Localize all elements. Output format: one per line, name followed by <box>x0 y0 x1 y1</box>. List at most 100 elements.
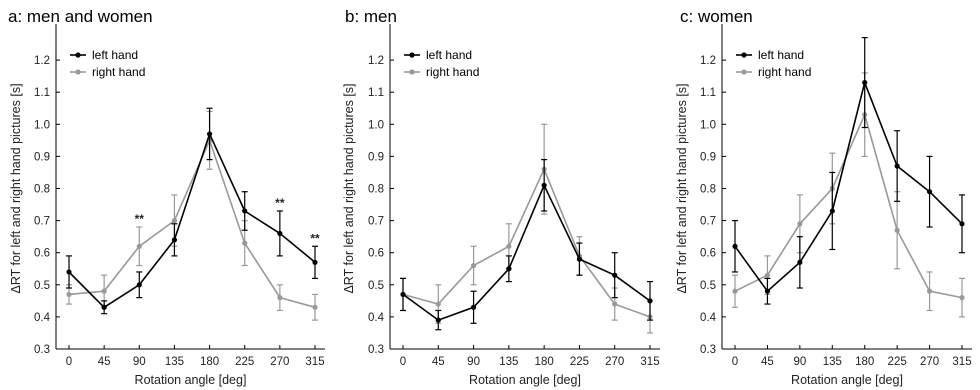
panel-title: c: women <box>680 7 753 26</box>
legend-swatch-marker <box>741 52 747 58</box>
y-tick-label: 0.5 <box>700 280 716 292</box>
x-tick-label: 135 <box>823 356 842 368</box>
y-tick-label: 1.1 <box>700 87 716 99</box>
data-point <box>242 240 248 246</box>
data-point <box>764 288 771 294</box>
data-point <box>136 243 142 249</box>
panel-title: a: men and women <box>8 7 153 26</box>
series-line-left-hand <box>734 79 963 293</box>
y-tick-label: 1.0 <box>700 119 716 131</box>
legend-label: right hand <box>92 65 145 79</box>
x-tick-label: 270 <box>270 356 289 368</box>
x-tick-label: 180 <box>200 356 219 368</box>
panel-b: b: men 0.3 0.4 0.5 0.6 0.7 0.8 0.9 1.0 1.1 1.2 0 45 9… <box>342 7 660 387</box>
data-point <box>312 304 318 310</box>
data-point <box>242 208 248 214</box>
data-point <box>764 272 771 278</box>
y-tick-label: 1.0 <box>34 119 50 131</box>
y-tick-label: 0.8 <box>34 184 50 196</box>
data-point <box>541 182 547 188</box>
data-point <box>171 237 178 243</box>
significance-marker: ** <box>275 196 285 210</box>
legend-label: left hand <box>426 48 472 62</box>
y-tick-label: 0.3 <box>368 344 384 356</box>
y-axis-label: ΔRT for left and right hand pictures [s] <box>9 83 23 293</box>
x-tick-label: 0 <box>66 356 72 368</box>
data-point <box>732 288 738 294</box>
x-tick-label: 90 <box>467 356 480 368</box>
y-tick-label: 0.4 <box>700 312 717 324</box>
data-point <box>66 269 72 275</box>
x-tick-label: 315 <box>640 356 659 368</box>
y-axis-label: ΔRT for left and right hand pictures [s] <box>675 83 689 293</box>
y-tick-label: 1.2 <box>34 55 50 67</box>
y-tick-label: 0.6 <box>700 248 716 260</box>
legend-swatch-marker <box>75 69 81 75</box>
legend-label: right hand <box>426 65 479 79</box>
data-point <box>171 218 178 224</box>
y-tick-label: 0.9 <box>34 151 50 163</box>
panel-a: a: men and women 0.3 0.4 0.5 0.6 0.7 0.8 0.9 1.0… <box>8 7 325 387</box>
data-point <box>101 304 107 310</box>
data-point <box>797 221 803 227</box>
y-tick-label: 0.3 <box>34 344 50 356</box>
x-tick-label: 270 <box>920 356 939 368</box>
y-tick-label: 0.4 <box>34 312 51 324</box>
series-line-left-hand <box>68 131 316 309</box>
x-tick-label: 270 <box>605 356 624 368</box>
y-tick-label: 1.2 <box>700 55 716 67</box>
data-point <box>894 227 900 233</box>
x-tick-label: 0 <box>732 356 738 368</box>
y-tick-label: 0.5 <box>368 280 384 292</box>
data-point <box>506 243 512 249</box>
y-axis-label: ΔRT for left and right hand pictures [s] <box>342 83 356 293</box>
legend-swatch-marker <box>741 69 747 75</box>
y-tick-label: 0.7 <box>368 216 384 228</box>
x-tick-label: 135 <box>499 356 518 368</box>
x-tick-label: 315 <box>952 356 971 368</box>
data-point <box>612 301 618 307</box>
data-point <box>647 298 653 304</box>
y-tick-label: 1.1 <box>34 87 50 99</box>
x-tick-label: 225 <box>570 356 589 368</box>
y-tick-label: 0.6 <box>368 248 384 260</box>
y-tick-label: 0.9 <box>700 151 716 163</box>
series-line-right-hand <box>734 112 963 299</box>
y-tick-label: 0.4 <box>368 312 385 324</box>
x-axis-label: Rotation angle [deg] <box>791 373 903 387</box>
data-point <box>829 208 835 214</box>
data-point <box>66 291 72 298</box>
y-tick-label: 1.0 <box>368 119 384 131</box>
data-point <box>277 230 283 237</box>
data-point <box>862 79 868 86</box>
significance-marker: ** <box>135 212 145 226</box>
y-tick-label: 0.3 <box>700 344 716 356</box>
data-point <box>277 295 283 301</box>
data-point <box>576 256 583 262</box>
series-line-right-hand <box>402 167 651 318</box>
x-tick-label: 225 <box>888 356 907 368</box>
data-point <box>101 288 107 294</box>
data-point <box>959 295 965 301</box>
data-point <box>470 304 477 310</box>
y-tick-label: 0.7 <box>34 216 50 228</box>
data-point <box>435 317 441 323</box>
x-tick-label: 45 <box>761 356 774 368</box>
panel-title: b: men <box>345 7 397 26</box>
data-point <box>959 221 965 227</box>
legend-label: right hand <box>758 65 811 79</box>
legend-label: left hand <box>758 48 804 62</box>
series-line-right-hand <box>68 138 316 309</box>
x-tick-label: 0 <box>400 356 406 368</box>
data-point <box>470 262 477 269</box>
x-tick-label: 45 <box>98 356 111 368</box>
x-tick-label: 225 <box>235 356 254 368</box>
data-point <box>797 259 803 265</box>
y-tick-label: 0.6 <box>34 248 50 260</box>
x-tick-label: 315 <box>305 356 324 368</box>
legend-swatch-marker <box>409 52 415 58</box>
data-point <box>400 291 406 298</box>
series-line-left-hand <box>402 183 651 321</box>
x-tick-label: 180 <box>855 356 874 368</box>
